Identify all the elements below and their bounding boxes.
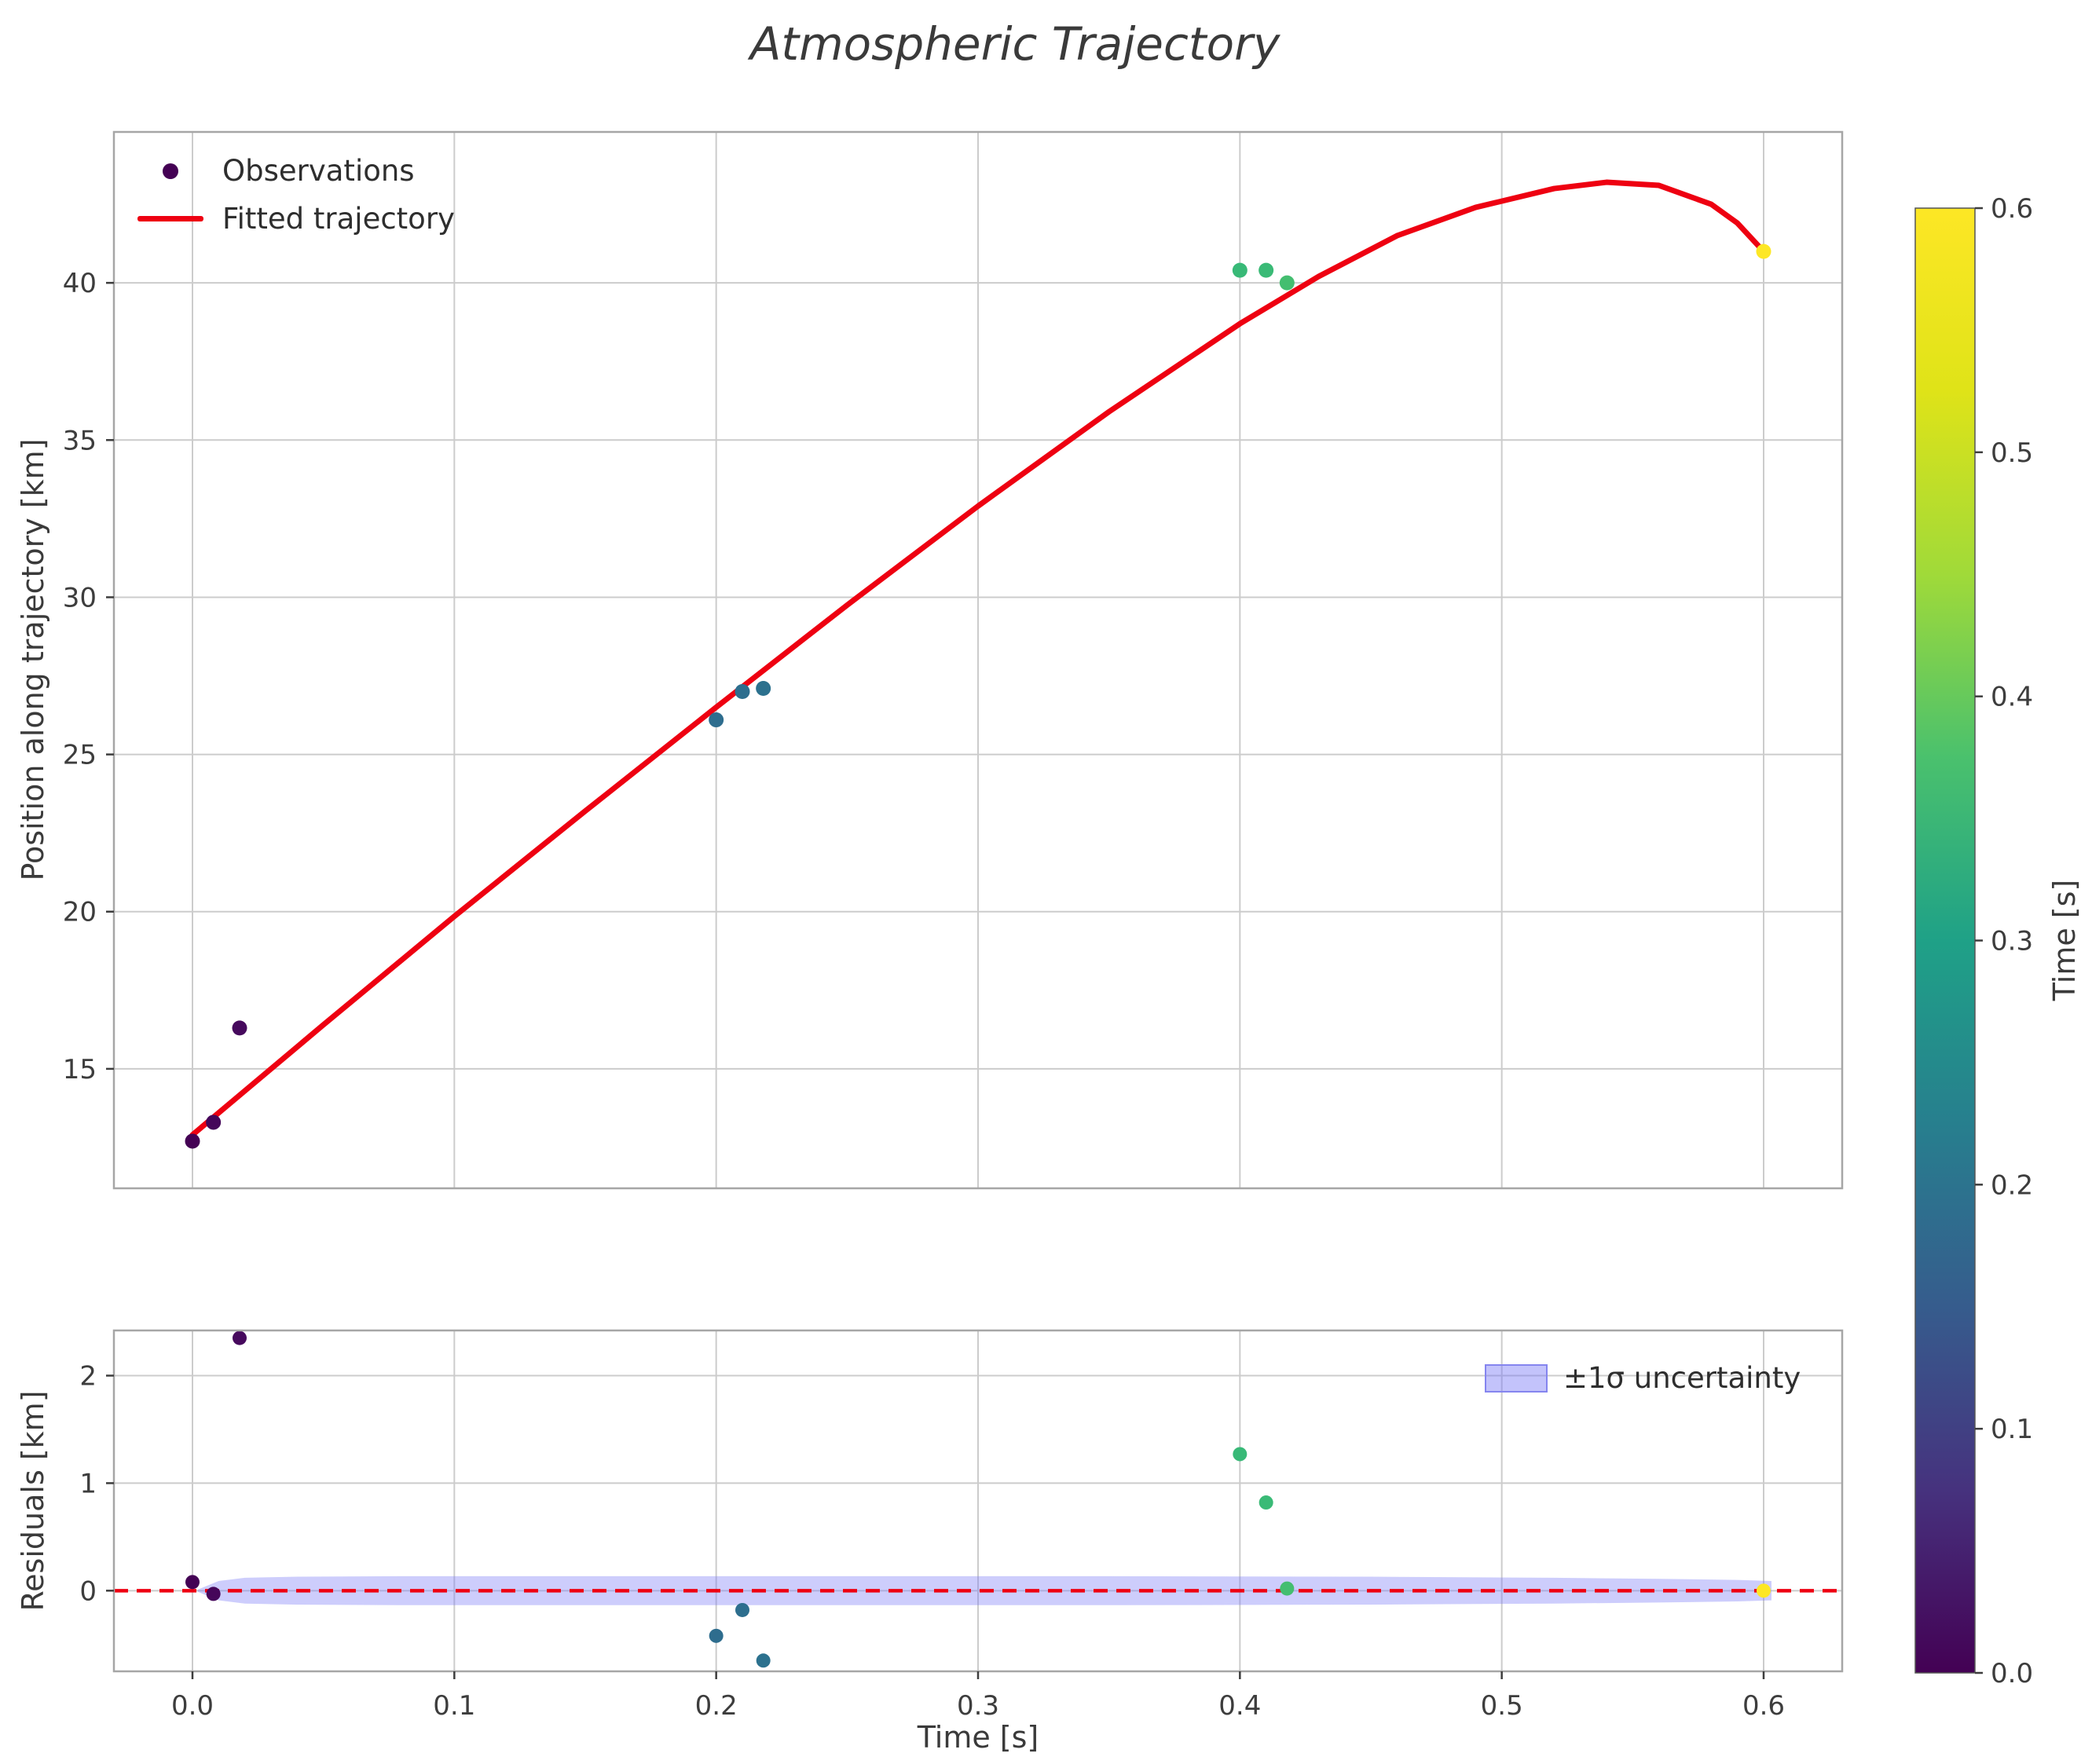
y-tick-label: 2 [79, 1361, 97, 1393]
colorbar-tick-label: 0.5 [1991, 437, 2033, 469]
observation-point [232, 1020, 247, 1036]
y-tick-label: 15 [63, 1054, 97, 1085]
y-tick-label: 1 [79, 1468, 97, 1499]
colorbar-tick-label: 0.0 [1991, 1658, 2033, 1689]
colorbar-tick-label: 0.3 [1991, 926, 2033, 957]
x-axis-label: Time [s] [917, 1720, 1039, 1755]
residual-points [185, 1330, 1771, 1668]
top-legend: Observations Fitted trajectory [137, 154, 455, 250]
residual-point [1258, 1495, 1273, 1510]
y-tick-label: 20 [63, 897, 97, 928]
observation-point [206, 1114, 222, 1130]
observation-point [1279, 275, 1295, 291]
x-tick-label: 0.3 [957, 1690, 999, 1722]
observation-point [1258, 262, 1274, 278]
bottom-legend: ±1σ uncertainty [1485, 1361, 1801, 1395]
residual-point [1280, 1581, 1295, 1596]
colorbar-tick-label: 0.6 [1991, 193, 2033, 225]
colorbar-gradient [1914, 207, 1976, 1674]
y-tick-label: 35 [63, 425, 97, 456]
residual-point [206, 1587, 221, 1601]
colorbar-ticks: 0.0 0.1 0.2 0.3 0.4 0.5 0.6 [1975, 193, 2033, 1689]
observations-marker-icon [163, 163, 178, 179]
fitted-line-marker-icon [137, 216, 203, 221]
residual-point [756, 1653, 771, 1668]
y-tick-label: 40 [63, 268, 97, 299]
uncertainty-label: ±1σ uncertainty [1563, 1361, 1801, 1395]
observation-point [185, 1133, 200, 1149]
y-tick-labels: 0 1 2 [79, 1361, 114, 1607]
observation-point [756, 681, 771, 697]
colorbar-tick-label: 0.1 [1991, 1414, 2033, 1445]
residual-point [1757, 1583, 1771, 1598]
x-tick-labels: 0.0 0.1 0.2 0.3 0.4 0.5 0.6 [171, 1671, 1785, 1722]
y-tick-labels: 15 20 25 30 35 40 [63, 268, 114, 1085]
residual-point [185, 1575, 200, 1590]
x-tick-label: 0.2 [695, 1690, 738, 1722]
gridlines [114, 132, 1842, 1188]
y-tick-label: 0 [79, 1576, 97, 1607]
legend-item-fitted: Fitted trajectory [137, 202, 455, 236]
fitted-trajectory-line [189, 179, 1767, 1138]
residual-point [1233, 1447, 1248, 1462]
colorbar-label: Time [s] [2047, 879, 2081, 1001]
y-tick-label: 30 [63, 582, 97, 613]
x-tick-label: 0.0 [171, 1690, 214, 1722]
legend-item-observations: Observations [137, 154, 455, 188]
x-tick-label: 0.4 [1218, 1690, 1261, 1722]
residual-point [709, 1628, 724, 1643]
observation-point [1232, 262, 1248, 278]
observations-label: Observations [222, 154, 415, 188]
top-plot-border [112, 130, 1844, 1190]
colorbar-tick-label: 0.4 [1991, 682, 2033, 713]
bottom-ylabel: Residuals [km] [16, 1390, 50, 1612]
observation-point [1756, 243, 1771, 259]
colorbar-tick-label: 0.2 [1991, 1169, 2033, 1201]
residual-point [735, 1602, 749, 1617]
uncertainty-patch-icon [1485, 1363, 1548, 1393]
observation-point [735, 684, 750, 700]
observation-points [185, 243, 1771, 1149]
chart-title: Atmospheric Trajectory [749, 17, 1280, 71]
fitted-label: Fitted trajectory [222, 202, 455, 236]
x-tick-label: 0.6 [1742, 1690, 1785, 1722]
residual-point [233, 1330, 247, 1345]
x-tick-label: 0.1 [433, 1690, 475, 1722]
y-tick-label: 25 [63, 740, 97, 771]
x-tick-label: 0.5 [1481, 1690, 1523, 1722]
top-ylabel: Position along trajectory [km] [16, 438, 50, 881]
observation-point [709, 712, 724, 728]
